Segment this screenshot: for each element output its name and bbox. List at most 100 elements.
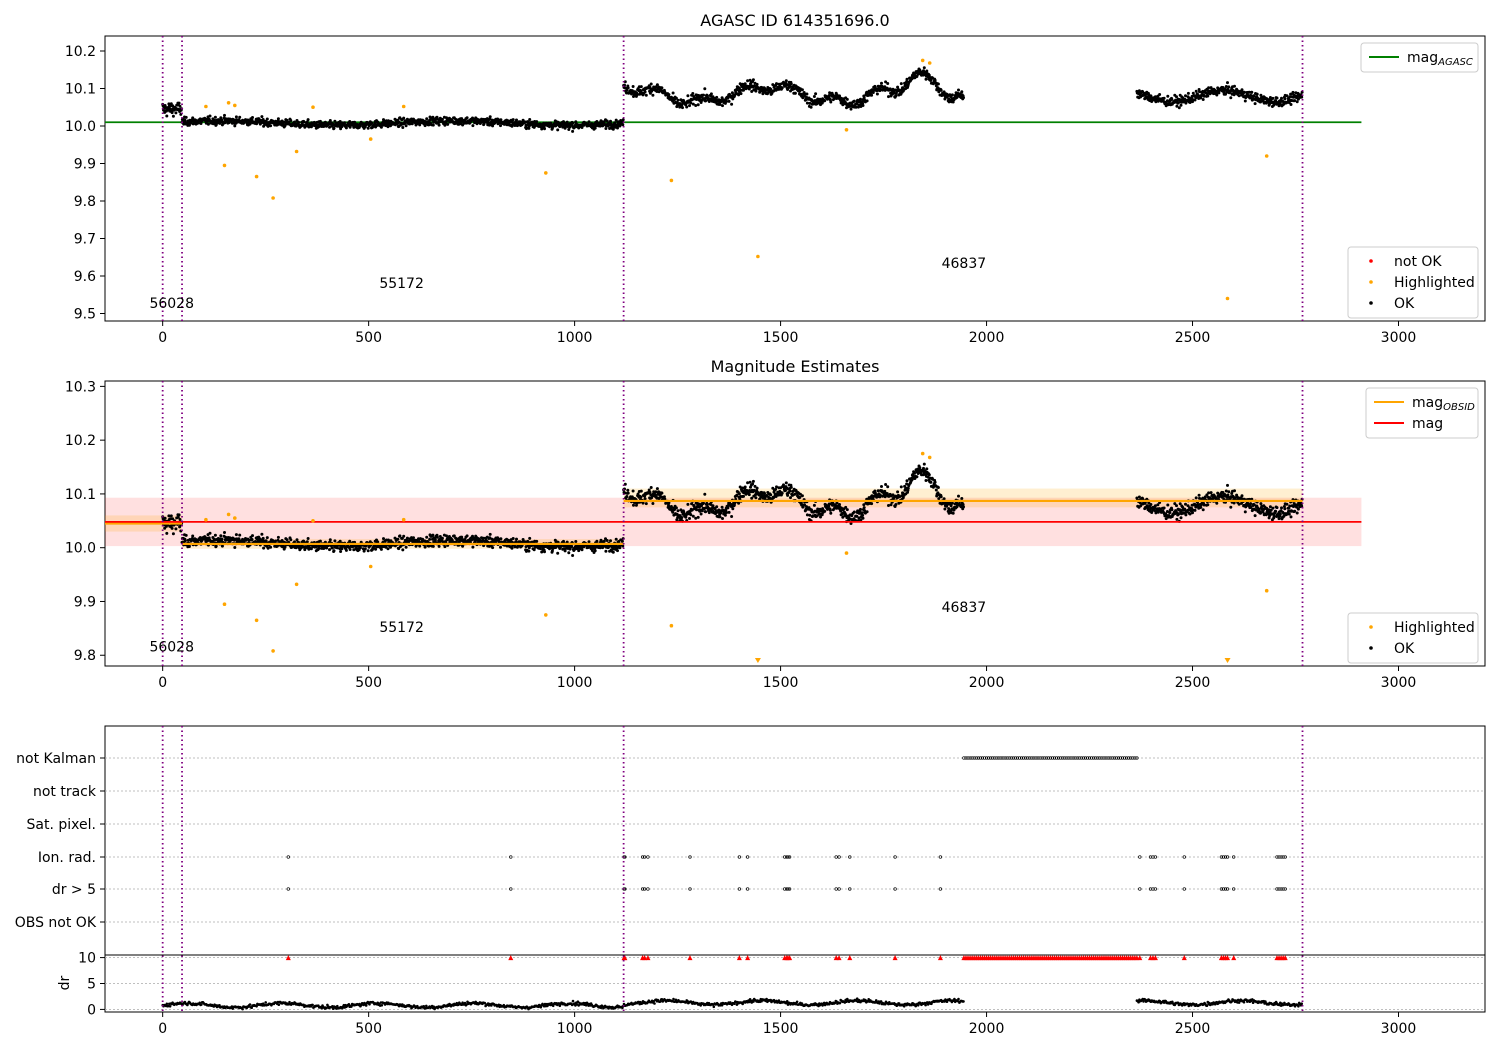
estimates-ok-points-point <box>951 502 954 505</box>
agasc-ok-points-point <box>640 85 643 88</box>
estimates-ok-points-point <box>1271 507 1274 510</box>
estimates-ok-points-point <box>185 534 188 537</box>
agasc-ok-points-point <box>672 92 675 95</box>
agasc-ok-points-point <box>900 82 903 85</box>
estimates-ok-points-point <box>269 546 272 549</box>
estimates-ok-points-point <box>928 473 931 476</box>
agasc-ok-points-point <box>249 122 252 125</box>
estimates-ok-points-point <box>1229 506 1232 509</box>
agasc-ok-points-point <box>688 104 691 107</box>
estimates-ok-points-point <box>331 547 334 550</box>
estimates-ok-points-point <box>380 548 383 551</box>
estimates-ok-points-point <box>171 527 174 530</box>
estimates-ok-points-point <box>746 481 749 484</box>
agasc-highlighted-points-point <box>255 175 259 179</box>
estimates-ok-points-point <box>929 481 932 484</box>
estimates-ok-points-point <box>730 515 733 518</box>
agasc-highlighted-points-point <box>1226 297 1230 301</box>
estimates-ok-points-point <box>461 545 464 548</box>
estimates-ok-points-point <box>952 512 955 515</box>
agasc-bottom-legend-label: Highlighted <box>1394 275 1475 291</box>
estimates-ok-points-point <box>721 517 724 520</box>
estimates-highlighted-points-point <box>402 518 406 522</box>
estimates-ok-points-point <box>943 508 946 511</box>
agasc-xtick-label: 2000 <box>969 330 1005 346</box>
estimates-ok-points-point <box>427 545 430 548</box>
agasc-ok-points-point <box>730 103 733 106</box>
estimates-title: Magnitude Estimates <box>711 357 880 376</box>
estimates-ok-points-point <box>1210 491 1213 494</box>
estimates-ok-points-point <box>769 493 772 496</box>
estimates-xtick-label: 1500 <box>763 675 799 691</box>
estimates-ok-points-point <box>319 540 322 543</box>
estimates-ok-points-point <box>1149 503 1152 506</box>
agasc-ok-points-point <box>446 123 449 126</box>
estimates-ok-points-point <box>680 516 683 519</box>
estimates-top-legend-label: mag <box>1412 416 1443 432</box>
estimates-ok-points-point <box>688 517 691 520</box>
agasc-bottom-legend-swatch <box>1369 259 1373 263</box>
estimates-ok-points-point <box>695 508 698 511</box>
estimates-ok-points-point <box>528 537 531 540</box>
estimates-ok-points-point <box>950 504 953 507</box>
estimates-ok-points-point <box>616 549 619 552</box>
agasc-ok-points-point <box>721 104 724 107</box>
agasc-ok-points-point <box>957 89 960 92</box>
estimates-highlighted-points-point <box>204 518 208 522</box>
estimates-highlighted-points-point <box>1265 589 1269 593</box>
agasc-ok-points-point <box>805 93 808 96</box>
agasc-ok-points-point <box>697 103 700 106</box>
estimates-ytick-label: 10.1 <box>65 487 96 503</box>
estimates-ok-points-point <box>907 487 910 490</box>
estimates-ok-points-point <box>731 507 734 510</box>
estimates-highlighted-points-point <box>295 583 299 587</box>
agasc-bottom-legend-swatch <box>1369 301 1373 305</box>
agasc-ok-points-point <box>894 94 897 97</box>
agasc-ytick-label: 9.5 <box>74 307 96 323</box>
agasc-ok-points-point <box>1280 97 1283 100</box>
estimates-ok-points-point <box>906 479 909 482</box>
flags-frame <box>105 726 1485 1012</box>
agasc-ok-points-point <box>703 87 706 90</box>
estimates-ok-points-point <box>436 536 439 539</box>
agasc-ok-points-point <box>1290 103 1293 106</box>
estimates-ok-points-point <box>434 539 437 542</box>
estimates-ok-points-point <box>359 546 362 549</box>
estimates-ok-points-point <box>604 550 607 553</box>
estimates-ok-points-point <box>428 538 431 541</box>
agasc-ok-points-point <box>756 83 759 86</box>
agasc-ok-points-point <box>556 128 559 131</box>
estimates-highlighted-points-point <box>271 649 275 653</box>
agasc-ok-points-point <box>1300 96 1303 99</box>
estimates-ok-points-point <box>697 516 700 519</box>
estimates-ok-points-point <box>286 538 289 541</box>
estimates-ok-points-point <box>650 486 653 489</box>
estimates-ok-points-point <box>1194 509 1197 512</box>
estimates-ok-points-point <box>706 503 709 506</box>
estimates-ok-points-point <box>438 545 441 548</box>
agasc-ok-points-point <box>829 101 832 104</box>
estimates-ok-points-point <box>962 505 965 508</box>
flags-ion-rad-points <box>287 856 1286 859</box>
estimates-ok-points-point <box>274 540 277 543</box>
agasc-xtick-label: 1000 <box>557 330 593 346</box>
estimates-ok-points-point <box>333 539 336 542</box>
agasc-ok-points-point <box>769 88 772 91</box>
agasc-ok-points-point <box>528 118 531 121</box>
agasc-title: AGASC ID 614351696.0 <box>700 11 889 30</box>
estimates-ok-points-point <box>574 540 577 543</box>
agasc-ok-points-point <box>345 126 348 129</box>
agasc-ok-points-point <box>846 98 849 101</box>
estimates-ok-points-point <box>1296 512 1299 515</box>
agasc-ok-points-point <box>740 92 743 95</box>
agasc-ok-points-point <box>644 90 647 93</box>
agasc-ok-points-point <box>432 124 435 127</box>
estimates-highlighted-points-point <box>227 513 231 517</box>
estimates-ok-points-point <box>823 510 826 513</box>
estimates-ok-points-point <box>1244 510 1247 513</box>
estimates-ok-points-point <box>859 508 862 511</box>
estimates-ok-points-point <box>660 492 663 495</box>
agasc-ok-points-point <box>1283 97 1286 100</box>
estimates-ok-points-point <box>543 550 546 553</box>
